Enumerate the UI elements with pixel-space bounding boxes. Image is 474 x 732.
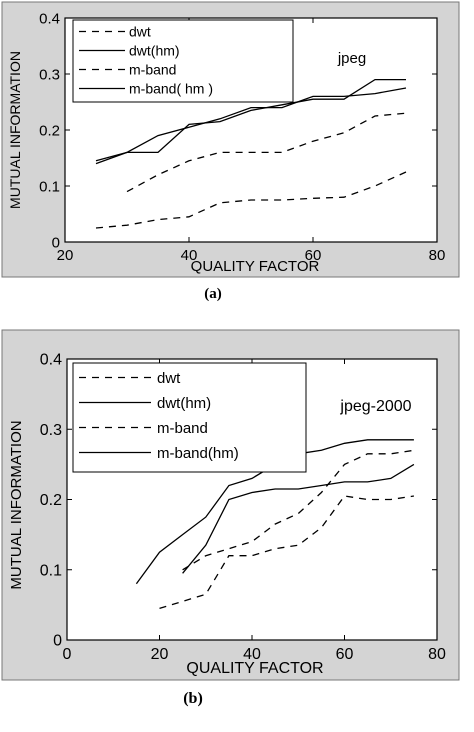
legend-box: [72, 362, 307, 473]
series-line-3: [182, 449, 414, 571]
x-tick-label: 80: [429, 247, 446, 264]
legend-label: m-band( hm ): [129, 80, 213, 96]
legend-label: dwt: [129, 23, 151, 39]
y-tick-label: 0.3: [40, 422, 62, 439]
y-tick-label: 0.3: [39, 66, 60, 83]
legend-label: dwt: [157, 370, 181, 387]
series-line-3: [126, 112, 407, 193]
x-tick-label: 20: [57, 247, 74, 264]
x-tick-label: 0: [63, 646, 72, 663]
y-tick-label: 0.1: [39, 178, 60, 195]
y-tick-label: 0.2: [40, 492, 62, 509]
y-axis-label: MUTUAL INFORMATION: [7, 51, 23, 209]
x-tick-label: 40: [243, 646, 261, 663]
x-tick-label: 80: [428, 646, 446, 663]
series-line-1: [159, 495, 414, 610]
y-tick-label: 0: [53, 633, 62, 650]
x-axis-label: QUALITY FACTOR: [186, 660, 323, 677]
y-tick-label: 0.1: [40, 562, 62, 579]
y-tick-label: 0.2: [39, 122, 60, 139]
series-line-2: [95, 78, 406, 162]
x-tick-label: 40: [181, 247, 198, 264]
y-tick-label: 0.4: [39, 10, 60, 27]
figure-caption: (b): [183, 690, 203, 707]
legend-label: m-band(hm): [157, 445, 239, 462]
figure-caption: (a): [204, 286, 222, 302]
chart-panel-a: 20 40 60 80 0 0.1 0.2 0.3 0.4 QUALITY FACTOR MUTUA…: [1, 1, 460, 302]
y-axis-label: MUTUAL INFORMATION: [8, 420, 25, 589]
x-tick-label: 60: [336, 646, 354, 663]
x-tick-label: 60: [305, 247, 322, 264]
chart-annotation: jpeg-2000: [339, 398, 411, 415]
chart-panel-b: 0 20 40 60 80 0 0.1 0.2 0.3 0.4 QUALITY FACTOR MUTU…: [1, 329, 460, 707]
x-axis-label: QUALITY FACTOR: [191, 258, 320, 275]
legend-label: m-band: [129, 61, 176, 77]
legend-label: m-band: [157, 420, 208, 437]
y-tick-label: 0: [52, 234, 60, 251]
legend-label: dwt(hm): [129, 42, 180, 58]
x-tick-label: 20: [151, 646, 169, 663]
chart-annotation: jpeg: [337, 50, 366, 67]
series-line-4: [95, 87, 407, 165]
series-line-1: [95, 171, 407, 229]
y-tick-label: 0.4: [40, 352, 62, 369]
series-line-2: [182, 463, 415, 574]
legend-label: dwt(hm): [157, 395, 211, 412]
